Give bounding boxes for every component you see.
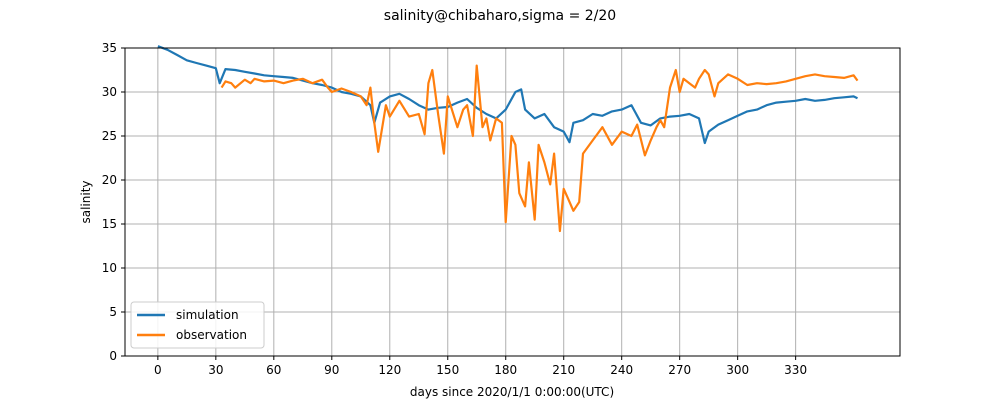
legend: simulation observation <box>130 301 265 349</box>
series-line-observation <box>220 64 859 233</box>
legend-box <box>130 301 265 349</box>
series-layer <box>157 45 859 233</box>
x-tick-label: 330 <box>784 363 807 377</box>
legend-label-simulation: simulation <box>176 308 239 322</box>
x-tick-label: 60 <box>266 363 281 377</box>
x-tick-label: 90 <box>324 363 339 377</box>
x-tick-label: 150 <box>436 363 459 377</box>
y-tick-label: 35 <box>102 41 117 55</box>
x-tick-label: 30 <box>208 363 223 377</box>
x-tick-label: 180 <box>494 363 517 377</box>
y-tick-label: 15 <box>102 217 117 231</box>
series-line-simulation <box>157 45 858 145</box>
plot-area-frame <box>124 47 901 357</box>
y-axis-label: salinity <box>79 180 93 223</box>
x-tick-label: 0 <box>154 363 162 377</box>
chart-title: salinity@chibaharo,sigma = 2/20 <box>384 8 616 24</box>
y-tick-label: 30 <box>102 85 117 99</box>
y-tick-label: 10 <box>102 261 117 275</box>
x-tick-label: 270 <box>668 363 691 377</box>
y-tick-label: 20 <box>102 173 117 187</box>
legend-label-observation: observation <box>176 328 247 342</box>
x-tick-label: 120 <box>378 363 401 377</box>
y-tick-label: 25 <box>102 129 117 143</box>
x-axis: 0 30 60 90 120 150 180 210 240 270 300 330 <box>154 356 807 377</box>
y-tick-label: 5 <box>109 305 117 319</box>
x-axis-label: days since 2020/1/1 0:00:00(UTC) <box>410 385 614 399</box>
x-tick-label: 240 <box>610 363 633 377</box>
x-tick-label: 210 <box>552 363 575 377</box>
y-tick-label: 0 <box>109 349 117 363</box>
x-tick-label: 300 <box>726 363 749 377</box>
y-axis: 0 5 10 15 20 25 30 35 <box>102 41 125 363</box>
